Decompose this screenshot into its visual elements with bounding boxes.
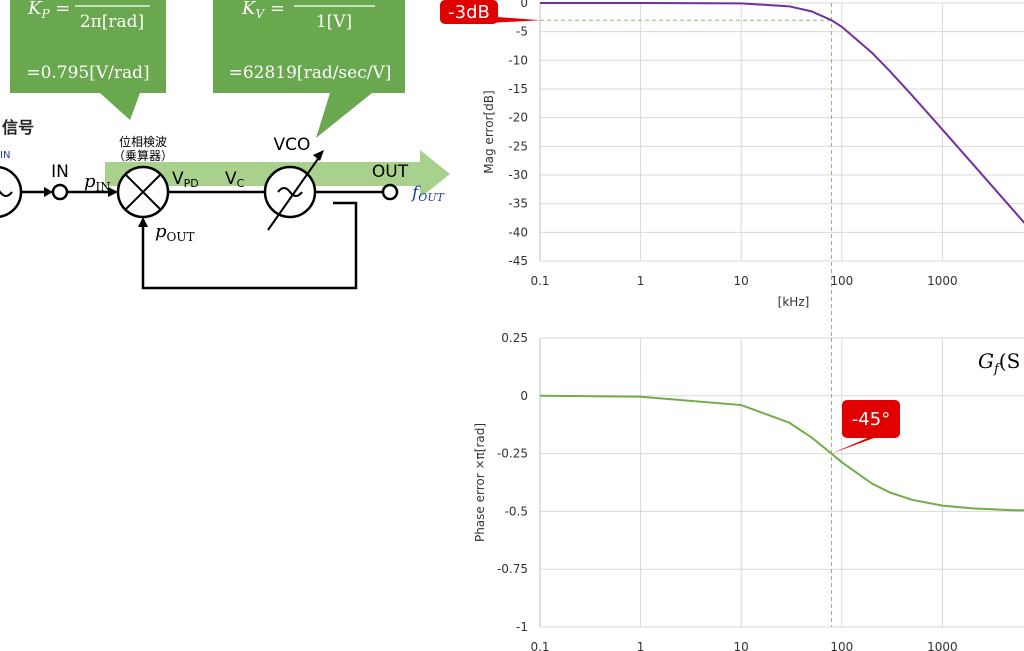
x-tick-label: 1000 bbox=[927, 274, 958, 288]
callout-lhs: KP = bbox=[27, 0, 70, 21]
y-tick-label: 0.25 bbox=[501, 331, 528, 345]
x-tick-label: 10 bbox=[734, 274, 749, 288]
terminal bbox=[51, 183, 69, 201]
y-tick-label: -20 bbox=[508, 111, 528, 125]
arrowhead bbox=[138, 217, 148, 227]
annotation-box bbox=[842, 400, 900, 438]
x-axis-label: [kHz] bbox=[778, 295, 810, 309]
x-tick-label: 0.1 bbox=[530, 640, 549, 651]
y-tick-label: -10 bbox=[508, 53, 528, 67]
sine bbox=[277, 187, 303, 197]
y-tick-label: -40 bbox=[508, 225, 528, 239]
annotation: -3dB bbox=[440, 0, 540, 24]
label: fOUT bbox=[410, 183, 446, 204]
callout-lhs: KV = bbox=[241, 0, 285, 21]
x-tick-label: 0.1 bbox=[530, 274, 549, 288]
callout bbox=[10, 0, 166, 120]
data-line bbox=[539, 394, 1024, 512]
arrowhead bbox=[108, 187, 118, 197]
arrowhead bbox=[313, 150, 324, 161]
label: VCO bbox=[274, 135, 311, 155]
tuning-arrow bbox=[267, 155, 321, 231]
label: 信号 bbox=[2, 118, 34, 137]
callout-value: =0.795[V/rad] bbox=[26, 63, 149, 83]
callout-value: =62819[rad/sec/V] bbox=[229, 63, 392, 83]
block-diagram: KP = 2π[rad] =0.795[V/rad] KV = 1[V] =62… bbox=[0, 0, 450, 290]
label: OUT bbox=[372, 162, 409, 182]
y-tick-label: -45 bbox=[508, 254, 528, 268]
x-tick-label: 10 bbox=[734, 640, 749, 651]
y-tick-label: 0 bbox=[520, 389, 528, 403]
label: pIN bbox=[84, 171, 111, 194]
y-tick-label: -15 bbox=[508, 82, 528, 96]
y-axis-label: Phase error ×π[rad] bbox=[473, 423, 487, 542]
annotation-box bbox=[440, 0, 498, 24]
label: VC bbox=[225, 169, 245, 190]
y-tick-label: -0.5 bbox=[505, 504, 528, 518]
sine bbox=[0, 190, 13, 197]
label: （乗算器） bbox=[113, 148, 173, 163]
y-tick-label: -30 bbox=[508, 168, 528, 182]
feedback-wire bbox=[141, 201, 358, 290]
label: VPD bbox=[172, 169, 199, 190]
label: IN bbox=[0, 150, 10, 161]
x-tick-label: 1000 bbox=[927, 640, 958, 651]
y-tick-label: -0.25 bbox=[497, 447, 528, 461]
callout-denominator: 2π[rad] bbox=[80, 12, 144, 32]
label: 位相検波 bbox=[119, 134, 167, 149]
x-tick-label: 100 bbox=[830, 640, 853, 651]
y-tick-label: 0 bbox=[520, 0, 528, 10]
y-tick-label: -35 bbox=[508, 197, 528, 211]
cross bbox=[124, 173, 162, 211]
y-axis-label: Mag error[dB] bbox=[482, 90, 496, 173]
x-tick-label: 1 bbox=[637, 640, 645, 651]
annotation-text: -45° bbox=[852, 409, 890, 430]
chart-title: Gf(S bbox=[978, 349, 1020, 377]
terminal bbox=[381, 183, 399, 201]
label: pOUT bbox=[155, 221, 195, 244]
x-tick-label: 1 bbox=[637, 274, 645, 288]
y-tick-label: -1 bbox=[516, 620, 528, 634]
source bbox=[0, 166, 23, 218]
x-tick-label: 100 bbox=[830, 274, 853, 288]
arrowhead bbox=[44, 187, 53, 197]
y-tick-label: -5 bbox=[516, 25, 528, 39]
data-line bbox=[540, 2, 1024, 224]
callout-denominator: 1[V] bbox=[316, 12, 352, 32]
label: IN bbox=[51, 162, 69, 182]
y-tick-label: -25 bbox=[508, 139, 528, 153]
callout bbox=[213, 0, 405, 138]
annotation-pointer bbox=[831, 430, 886, 454]
annotation: -45° bbox=[831, 400, 900, 454]
annotation-text: -3dB bbox=[448, 2, 490, 23]
y-tick-label: -0.75 bbox=[497, 562, 528, 576]
